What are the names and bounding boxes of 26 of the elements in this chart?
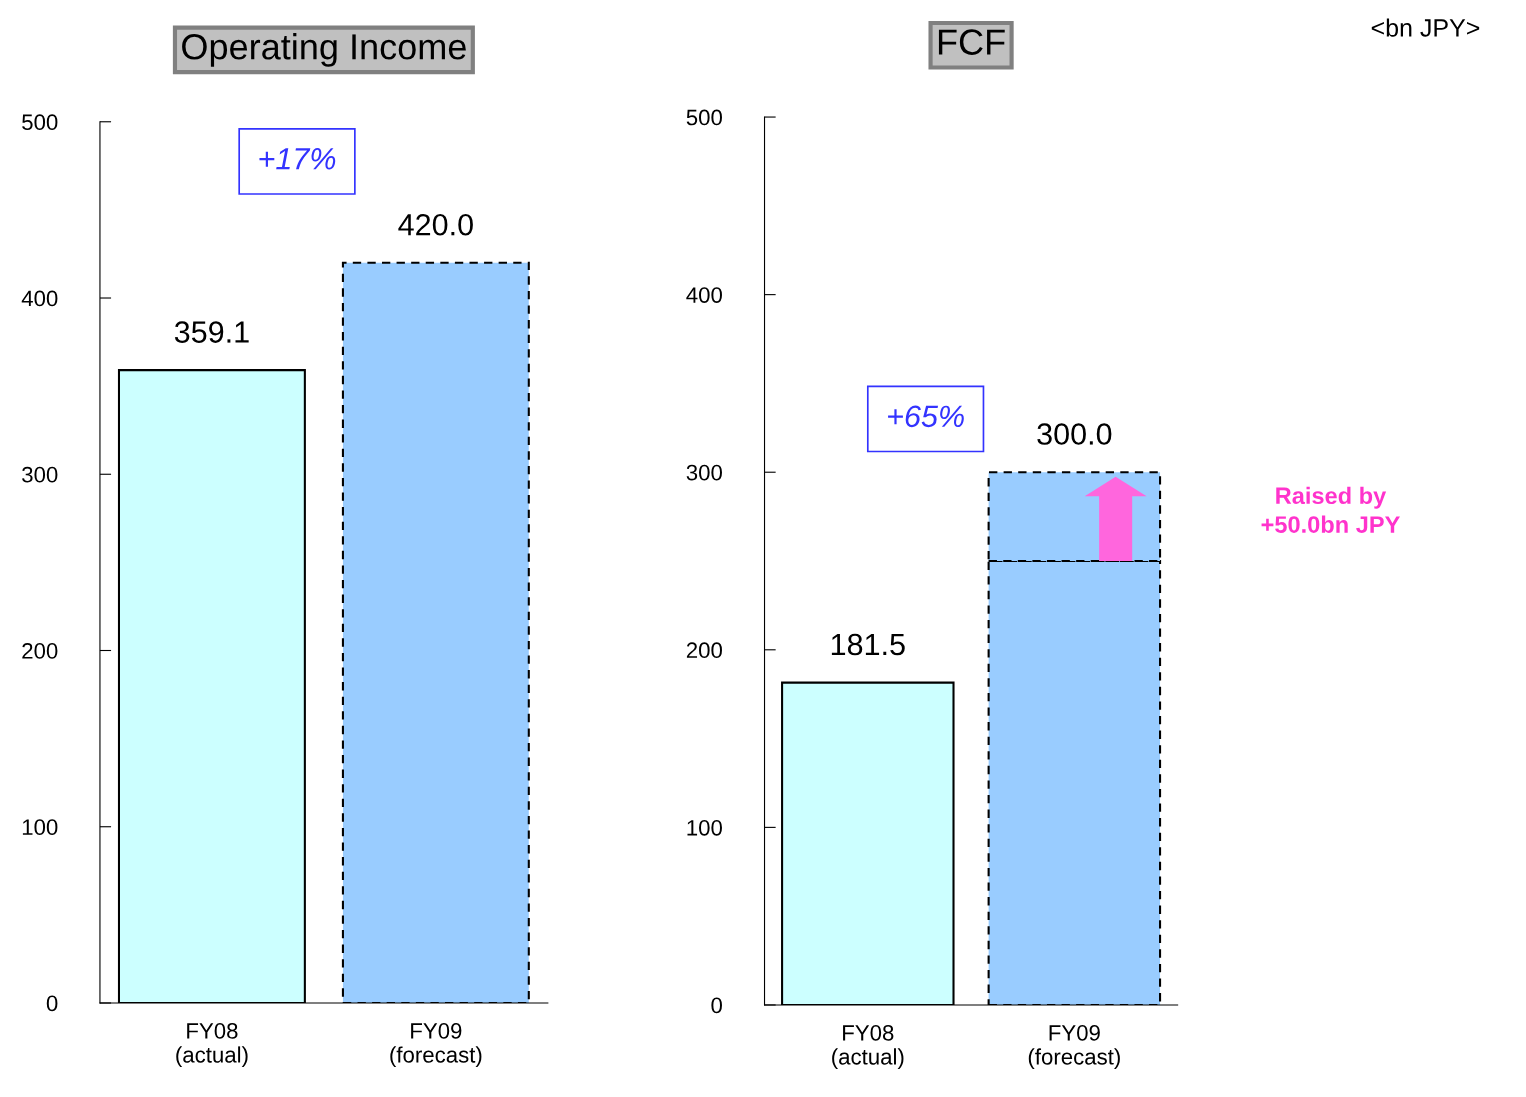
x-tick-label: FY08 (actual) [832,1024,904,1070]
y-tick-label: 100 [687,819,722,836]
y-tick-label: 500 [686,109,722,126]
total-label: 300.0 [1037,423,1112,445]
y-tick-label: 300 [686,464,722,481]
x-tick-label: FY09 (forecast) [1028,1024,1120,1070]
chart-title: FCF [938,29,1005,55]
y-tick-label: 300 [22,466,58,483]
y-tick-label: 200 [686,642,722,659]
text: <bn JPY> [1371,18,1480,37]
total-label: 420.0 [398,213,473,236]
total-label: 181.5 [831,633,905,656]
y-tick-label: 500 [22,114,58,131]
chart-title: Operating Income [182,33,466,67]
text: Raised by +50.0bn JPY [1261,486,1400,533]
y-tick-label: 400 [21,290,58,307]
y-tick-label: 100 [22,819,58,836]
x-tick-label: FY08 (actual) [176,1023,248,1068]
annotation: +17% [259,148,336,170]
x-tick-label: FY09 (forecast) [390,1023,482,1068]
y-tick-label: 400 [686,287,722,303]
annotation: +65% [888,405,964,428]
y-tick-label: 0 [711,997,722,1014]
y-tick-label: 0 [46,995,58,1012]
y-tick-label: 200 [22,643,58,659]
total-label: 359.1 [174,321,249,343]
